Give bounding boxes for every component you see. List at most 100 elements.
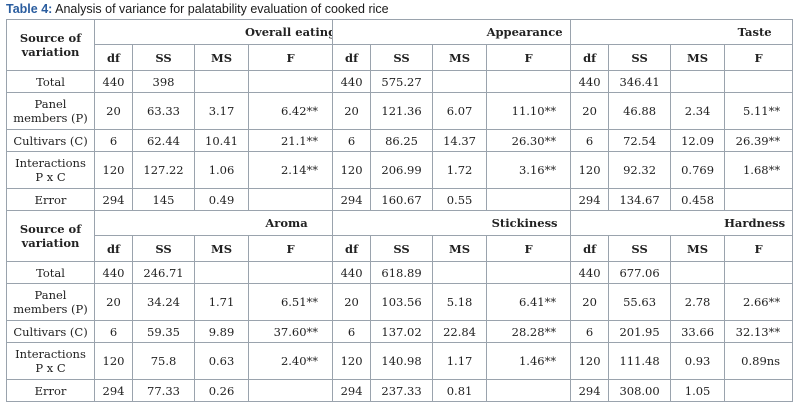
table-row: Panel members (P) 20 63.33 3.17 6.42** 20 121.…: [6, 92, 794, 130]
source-label: Panel members (P): [6, 92, 95, 130]
table-cell: 21.1**: [247, 129, 334, 152]
column-header: SS: [370, 44, 434, 71]
source-of-variation-header: Source of variation: [6, 19, 95, 71]
table-cell: [432, 70, 488, 93]
group-header: Appearance: [332, 19, 572, 45]
table-cell: 0.769: [670, 151, 726, 189]
table-cell: 92.32: [608, 151, 672, 189]
column-header: MS: [432, 235, 488, 262]
group-header: Aroma: [93, 210, 334, 236]
table-cell: 10.41: [194, 129, 249, 152]
column-header: df: [94, 235, 133, 262]
table-cell: 2.14**: [247, 151, 334, 189]
section-header-row: Source of variation Aroma Stickiness Hardne…: [6, 210, 794, 262]
source-label: Error: [6, 379, 95, 402]
table-cell: [432, 261, 488, 284]
table-cell: 0.63: [194, 342, 249, 380]
table-cell: 440: [332, 70, 372, 93]
table-cell: 294: [570, 379, 610, 402]
table-cell: 6: [94, 320, 133, 343]
table-cell: 120: [94, 342, 133, 380]
table-cell: [486, 70, 572, 93]
table-cell: 145: [132, 188, 195, 211]
table-cell: 134.67: [608, 188, 672, 211]
table-cell: [194, 261, 249, 284]
column-header: df: [332, 44, 372, 71]
table-cell: [724, 70, 794, 93]
column-header: df: [332, 235, 372, 262]
table-cell: 440: [332, 261, 372, 284]
table-cell: 20: [570, 283, 610, 321]
column-header: SS: [608, 235, 672, 262]
table-cell: 6: [332, 129, 372, 152]
column-header: SS: [370, 235, 434, 262]
table-cell: 32.13**: [724, 320, 794, 343]
column-header: MS: [670, 235, 726, 262]
table-cell: 1.68**: [724, 151, 794, 189]
table-cell: [724, 188, 794, 211]
table-caption-label: Table 4:: [6, 2, 53, 16]
table-cell: 160.67: [370, 188, 434, 211]
table-cell: 6: [570, 320, 610, 343]
table-cell: 111.48: [608, 342, 672, 380]
table-cell: 1.05: [670, 379, 726, 402]
column-header: SS: [608, 44, 672, 71]
table-cell: 346.41: [608, 70, 672, 93]
column-header: MS: [432, 44, 488, 71]
table-cell: [247, 188, 334, 211]
table-row: Cultivars (C) 6 59.35 9.89 37.60** 6 137.02 22.…: [6, 320, 794, 343]
column-header: MS: [194, 235, 249, 262]
source-label: Cultivars (C): [6, 129, 95, 152]
table-cell: 1.06: [194, 151, 249, 189]
table-row: Panel members (P) 20 34.24 1.71 6.51** 20 103.…: [6, 283, 794, 321]
table-row: Error 294 77.33 0.26 294 237.33 0.81 294 308.00 1…: [6, 379, 794, 402]
table-cell: [247, 70, 334, 93]
table-cell: 20: [570, 92, 610, 130]
source-label: Error: [6, 188, 95, 211]
table-cell: 55.63: [608, 283, 672, 321]
table-cell: 63.33: [132, 92, 195, 130]
table-cell: 201.95: [608, 320, 672, 343]
table-cell: 2.78: [670, 283, 726, 321]
table-cell: 140.98: [370, 342, 434, 380]
table-cell: 677.06: [608, 261, 672, 284]
table-cell: 6.42**: [247, 92, 334, 130]
table-cell: [486, 188, 572, 211]
table-cell: 294: [332, 379, 372, 402]
source-of-variation-header: Source of variation: [6, 210, 95, 262]
table-caption: Table 4: Analysis of variance for palata…: [6, 2, 389, 18]
table-cell: 575.27: [370, 70, 434, 93]
table-cell: 26.30**: [486, 129, 572, 152]
table-cell: 3.17: [194, 92, 249, 130]
group-header: Stickiness: [332, 210, 572, 236]
table-cell: 2.40**: [247, 342, 334, 380]
table-cell: 20: [94, 283, 133, 321]
table-cell: 120: [570, 342, 610, 380]
table-cell: 294: [94, 188, 133, 211]
column-header: F: [486, 235, 572, 262]
table-cell: 59.35: [132, 320, 195, 343]
table-cell: 75.8: [132, 342, 195, 380]
table-cell: 26.39**: [724, 129, 794, 152]
table-cell: 28.28**: [486, 320, 572, 343]
table-cell: 5.11**: [724, 92, 794, 130]
column-header: MS: [194, 44, 249, 71]
table-cell: 0.93: [670, 342, 726, 380]
source-label: Interactions P x C: [6, 151, 95, 189]
table-cell: 3.16**: [486, 151, 572, 189]
group-header: Overall eating-quality: [93, 19, 334, 45]
table-cell: [247, 379, 334, 402]
table-cell: 2.34: [670, 92, 726, 130]
table-cell: [194, 70, 249, 93]
table-cell: 137.02: [370, 320, 434, 343]
table-cell: 308.00: [608, 379, 672, 402]
table-cell: [670, 70, 726, 93]
table-cell: 20: [332, 283, 372, 321]
table-cell: 20: [332, 92, 372, 130]
column-header: SS: [132, 235, 195, 262]
column-header: F: [724, 44, 794, 71]
group-header: Hardness: [570, 210, 794, 236]
